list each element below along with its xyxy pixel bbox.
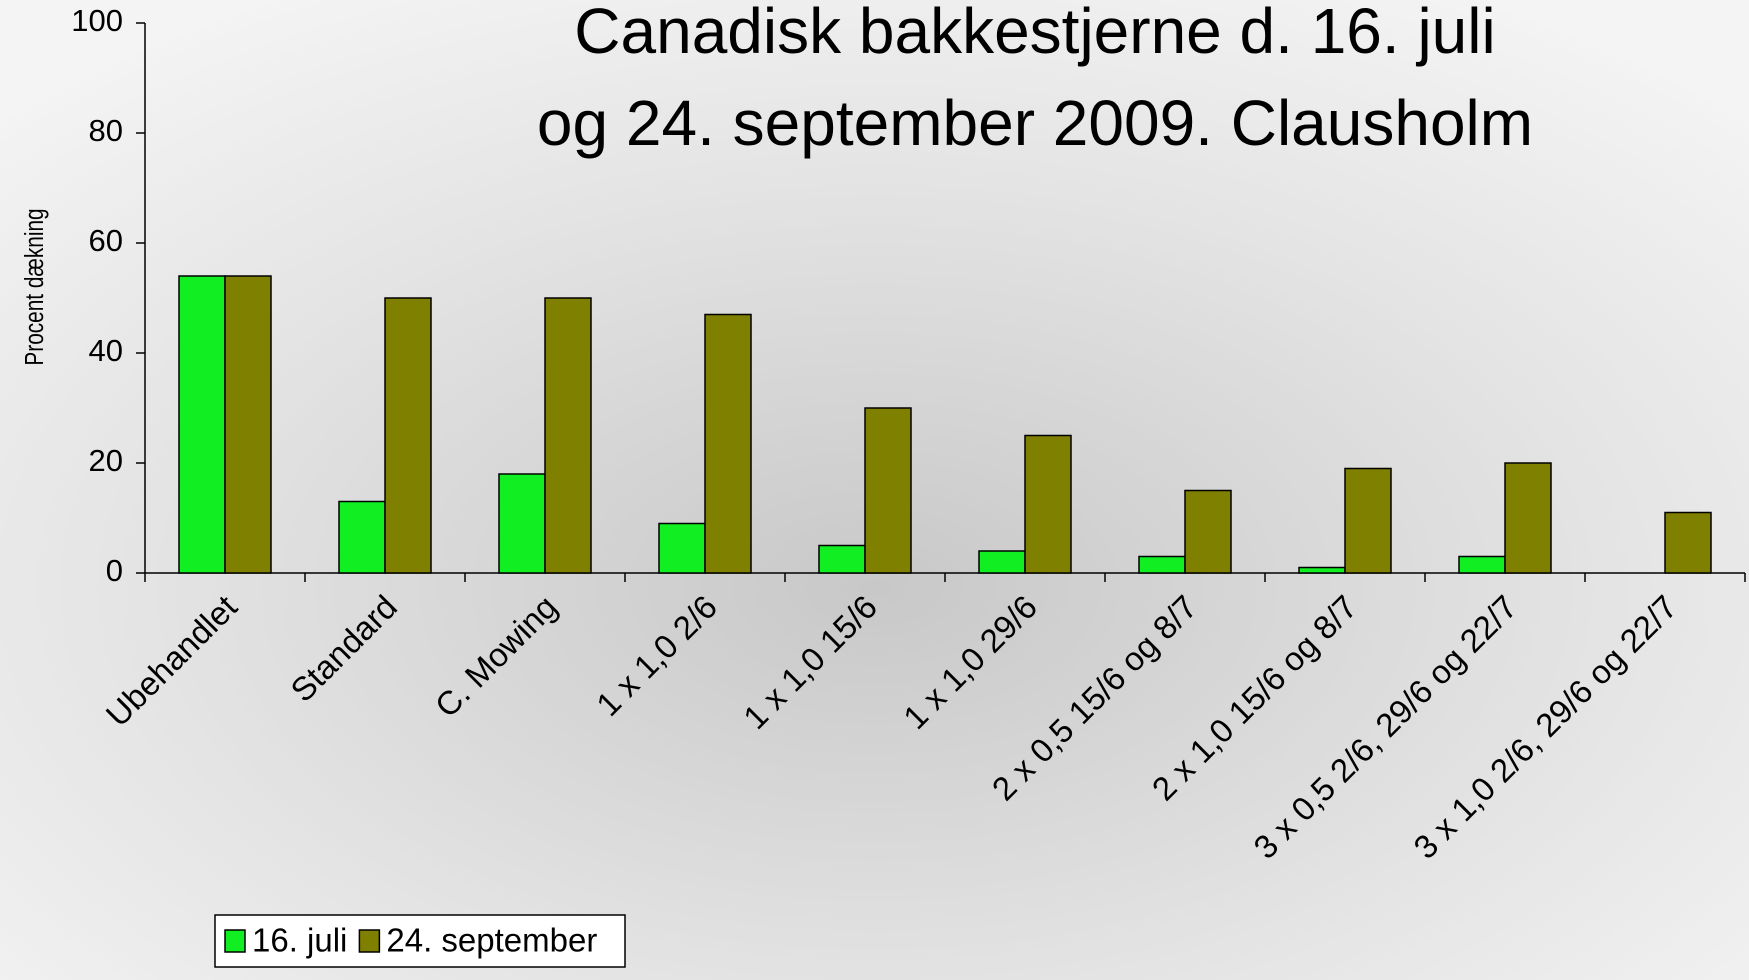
chart-title: og 24. september 2009. Clausholm bbox=[537, 87, 1533, 159]
bar bbox=[384, 297, 432, 574]
y-tick-label: 80 bbox=[89, 113, 123, 148]
legend-swatch bbox=[224, 929, 246, 953]
y-tick-label: 40 bbox=[89, 333, 123, 368]
y-tick-label: 0 bbox=[106, 553, 123, 588]
chart-title: Canadisk bakkestjerne d. 16. juli bbox=[574, 0, 1495, 67]
bar bbox=[1024, 434, 1072, 574]
legend-label: 24. september bbox=[386, 922, 597, 959]
bar bbox=[544, 297, 592, 574]
bar bbox=[978, 550, 1026, 574]
y-axis-label: Procent dækning bbox=[20, 208, 49, 365]
legend-swatch bbox=[358, 929, 381, 953]
legend-label: 16. juli bbox=[252, 922, 347, 959]
bar bbox=[224, 275, 272, 574]
bar bbox=[1344, 467, 1392, 574]
bar bbox=[1298, 566, 1346, 574]
y-tick-label: 60 bbox=[89, 223, 123, 258]
bar bbox=[864, 407, 912, 574]
bar bbox=[1138, 555, 1186, 574]
y-tick-label: 20 bbox=[89, 443, 123, 478]
bar bbox=[704, 313, 752, 574]
bar bbox=[818, 544, 866, 574]
bar bbox=[1504, 462, 1552, 574]
bar bbox=[178, 275, 226, 574]
bar bbox=[1184, 489, 1232, 574]
bar bbox=[658, 522, 706, 574]
bar bbox=[1664, 511, 1712, 574]
bar bbox=[1458, 555, 1506, 574]
legend-box bbox=[214, 914, 626, 968]
bar bbox=[498, 473, 546, 574]
bar bbox=[338, 500, 386, 574]
y-tick-label: 100 bbox=[71, 3, 123, 38]
